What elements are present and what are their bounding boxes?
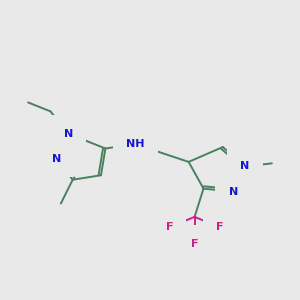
Text: NH: NH [126,139,144,149]
Text: N: N [52,154,61,164]
Text: F: F [191,238,198,249]
Text: F: F [166,222,173,232]
Text: N: N [241,161,250,171]
Text: F: F [216,222,224,232]
Text: N: N [229,187,238,196]
Text: N: N [64,129,73,139]
